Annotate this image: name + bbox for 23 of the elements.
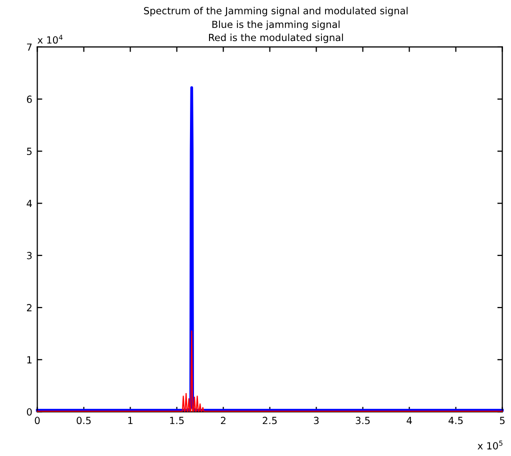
y-tick-label: 5 xyxy=(27,148,32,156)
y-tick-label: 6 xyxy=(26,96,32,103)
x-tick-label: 4.5 xyxy=(448,416,463,424)
x-tick-label: 5 xyxy=(500,416,505,424)
x-tick-label: 3.5 xyxy=(356,416,370,424)
x-tick-label: 2.5 xyxy=(262,416,277,424)
chart-title: Spectrum of the Jamming signal and modulated signal xyxy=(144,6,408,16)
x-tick-label: 1 xyxy=(128,416,132,424)
x-tick-label: 3 xyxy=(314,416,319,424)
y-tick-label: 4 xyxy=(26,200,32,208)
x-tick-label: 0 xyxy=(34,416,40,424)
x-tick-label: 1.5 xyxy=(170,416,184,424)
y-tick-label: 0 xyxy=(26,408,32,416)
y-tick-label: 2 xyxy=(26,304,32,312)
y-tick-label: 1 xyxy=(27,356,32,364)
x-tick-label: 4 xyxy=(406,416,412,424)
text: x 10$^{5}$ xyxy=(478,440,502,450)
x-tick-label: 2 xyxy=(220,416,226,424)
x-tick-label: 0.5 xyxy=(76,416,91,424)
chart-subtitle: Blue is the jamming signal Red is the modulated signal xyxy=(209,20,343,44)
y-tick-label: 7 xyxy=(27,44,32,51)
y-tick-label: 3 xyxy=(26,252,32,260)
text: x 10$^{4}$ xyxy=(38,34,63,44)
